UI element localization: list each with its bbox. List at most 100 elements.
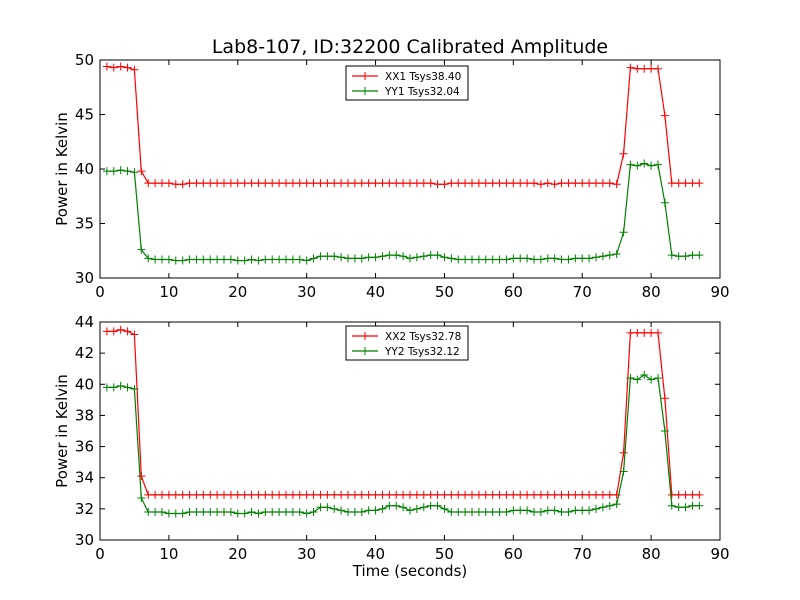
x-tick-label: 80 [642, 545, 661, 563]
data-point [226, 507, 235, 516]
data-point [233, 490, 242, 499]
data-point [674, 490, 683, 499]
data-point [543, 179, 552, 188]
y-tick-label: 38 [75, 406, 94, 424]
top-subplot: 0 10 20 30 40 50 60 70 80 90 30 35 40 45 50 Power in Ke… [53, 51, 730, 301]
y-tick-label: 30 [75, 531, 94, 549]
x-tick-label: 70 [573, 545, 592, 563]
data-point [550, 180, 559, 189]
data-point [123, 63, 132, 72]
x-tick-label: 0 [95, 545, 105, 563]
data-point [688, 179, 697, 188]
y-tick-label: 40 [75, 375, 94, 393]
data-point [399, 179, 408, 188]
data-point [247, 490, 256, 499]
data-point [261, 490, 270, 499]
data-point [474, 507, 483, 516]
data-point [364, 490, 373, 499]
data-point [626, 374, 635, 383]
data-point [412, 490, 421, 499]
data-point [316, 490, 325, 499]
data-point [578, 179, 587, 188]
x-tick-label: 60 [504, 283, 523, 301]
data-point [523, 179, 532, 188]
data-point [454, 490, 463, 499]
data-point [337, 490, 346, 499]
data-point [509, 254, 518, 263]
data-point [151, 490, 160, 499]
data-point [523, 254, 532, 263]
data-point [399, 490, 408, 499]
data-point [357, 179, 366, 188]
data-point [350, 254, 359, 263]
data-point [633, 375, 642, 384]
data-point [102, 62, 111, 71]
data-point [158, 507, 166, 516]
data-point [419, 490, 428, 499]
data-point [585, 490, 594, 499]
data-point [419, 179, 428, 188]
data-point [502, 179, 511, 188]
data-point [523, 490, 532, 499]
data-point [585, 506, 594, 515]
data-point [412, 504, 421, 513]
data-point [530, 490, 538, 499]
data-point [247, 507, 256, 516]
data-point [226, 490, 235, 499]
data-point [350, 490, 359, 499]
data-point [612, 490, 621, 499]
data-point [364, 506, 373, 515]
x-tick-label: 70 [573, 283, 592, 301]
data-point [605, 501, 614, 510]
data-point [178, 256, 187, 265]
data-point [130, 65, 139, 74]
data-point [598, 490, 607, 499]
data-point [206, 507, 215, 516]
data-point [530, 507, 538, 516]
data-point [220, 507, 228, 516]
data-point [206, 179, 215, 188]
data-point [378, 490, 387, 499]
data-point [660, 394, 669, 403]
data-point [213, 490, 222, 499]
data-point [633, 64, 642, 73]
x-tick-label: 90 [710, 545, 729, 563]
legend-box [345, 325, 469, 361]
x-tick-label: 60 [504, 545, 523, 563]
data-point [275, 179, 284, 188]
data-point [116, 381, 125, 390]
data-point [564, 490, 573, 499]
y-tick-label: 44 [75, 313, 94, 331]
data-point [130, 384, 139, 393]
data-point [309, 254, 318, 263]
data-point [571, 490, 580, 499]
data-point [406, 506, 414, 515]
data-point [695, 501, 704, 510]
y-tick-label: 45 [75, 106, 94, 124]
data-point [220, 490, 228, 499]
legend-swatch-marker [361, 72, 369, 80]
data-point [357, 254, 366, 263]
data-point [199, 179, 208, 188]
data-point [137, 472, 146, 481]
data-point [282, 179, 290, 188]
data-point [543, 490, 552, 499]
data-point [158, 255, 166, 264]
data-point [268, 179, 277, 188]
data-point [213, 179, 222, 188]
legend-swatch-marker [361, 347, 369, 355]
data-point [206, 255, 215, 264]
data-point [282, 507, 290, 516]
data-point [185, 507, 194, 516]
data-point [337, 179, 346, 188]
data-point [626, 160, 635, 169]
data-point [468, 179, 476, 188]
data-point [461, 507, 470, 516]
data-point [288, 255, 297, 264]
data-point [481, 507, 490, 516]
data-point [144, 179, 153, 188]
data-point [123, 383, 132, 392]
data-point [502, 490, 511, 499]
data-point [447, 254, 456, 263]
